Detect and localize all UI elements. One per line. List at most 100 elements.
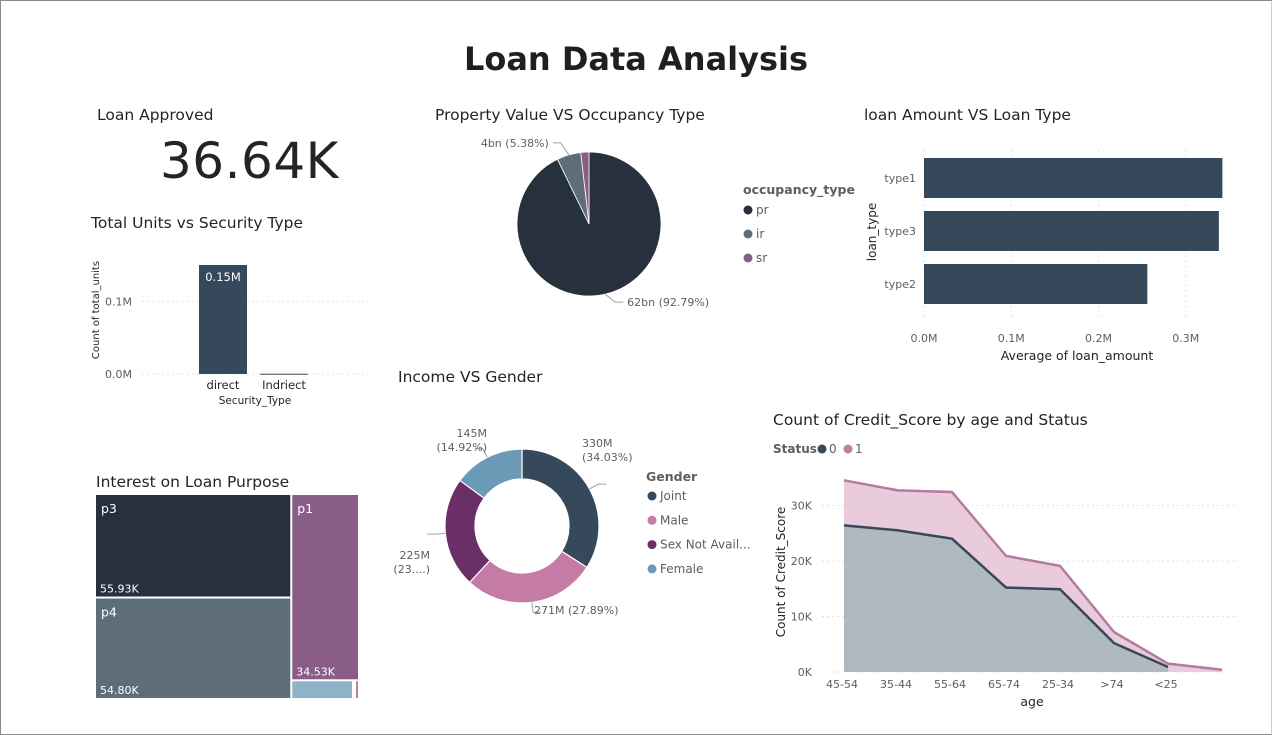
donut-data-label: 225M — [400, 549, 431, 562]
area-status-0 — [844, 525, 1168, 672]
y-tick-label: 20K — [791, 555, 813, 568]
x-tick-label: <25 — [1154, 678, 1177, 691]
treemap-tile-name: p1 — [297, 501, 313, 516]
series-line-1 — [843, 479, 1223, 672]
legend-marker — [647, 564, 657, 574]
x-tick-label: 55-64 — [934, 678, 966, 691]
page-title: Loan Data Analysis — [463, 40, 809, 78]
y-axis-title: Count of total_units — [91, 261, 102, 359]
treemap-tile-name: p4 — [101, 605, 117, 620]
y-tick-label: type1 — [884, 172, 916, 185]
y-tick-label: type2 — [884, 278, 916, 291]
leader-line — [427, 532, 446, 535]
treemap-tile-value: 54.80K — [100, 684, 139, 697]
occupancy-pie-chart: 62bn (92.79%) 4bn (5.38%) occupancy_typepr… — [481, 137, 855, 309]
x-tick-label: direct — [207, 378, 240, 392]
pie-data-label-pr: 62bn (92.79%) — [627, 296, 709, 309]
kpi-value: 36.64K — [160, 132, 339, 190]
legend-label: Male — [660, 513, 688, 527]
x-axis-title: Average of loan_amount — [1001, 348, 1154, 363]
treemap-tile — [356, 681, 358, 698]
treemap-tile — [292, 681, 353, 698]
y-tick-label: 0.0M — [105, 368, 132, 381]
legend-title: Gender — [646, 469, 698, 484]
gender-donut-chart: 330M(34.03%) 271M (27.89%) 225M(23....) 145… — [393, 427, 751, 617]
legend-label-pr: pr — [756, 203, 769, 217]
x-tick-label: Indriect — [262, 378, 306, 392]
legend-title: occupancy_type — [743, 182, 855, 198]
y-tick-label: 10K — [791, 610, 813, 623]
pie-data-label-ir: 4bn (5.38%) — [481, 137, 549, 150]
legend-marker — [647, 540, 657, 550]
donut-slice — [521, 448, 600, 569]
legend-marker-1 — [843, 444, 853, 454]
treemap-tile-value: 55.93K — [100, 583, 139, 596]
legend-label-sr: sr — [756, 251, 767, 265]
y-tick-label: 0K — [798, 666, 813, 679]
credit-area-chart: 0K 10K 20K 30K 45-54 35-44 55-64 65-74 25-34 >74 <… — [773, 442, 1238, 709]
treemap-tile-name: p3 — [101, 501, 117, 516]
leader-line — [604, 293, 624, 303]
treemap-chart: p3 55.93K p4 54.80K p1 34.53K — [96, 495, 358, 698]
donut-data-label: (23....) — [393, 563, 430, 576]
legend-marker-pr — [743, 205, 753, 215]
y-tick-label: type3 — [884, 225, 916, 238]
x-tick-label: 0.0M — [911, 332, 938, 345]
security-chart-title: Total Units vs Security Type — [91, 214, 304, 232]
donut-data-label: (34.03%) — [582, 451, 633, 464]
legend-label-0: 0 — [829, 442, 837, 456]
y-tick-label: 30K — [791, 499, 813, 512]
treemap-chart-title: Interest on Loan Purpose — [96, 473, 290, 491]
kpi-title: Loan Approved — [97, 106, 214, 124]
x-tick-label: 25-34 — [1042, 678, 1074, 691]
bar-type3 — [924, 211, 1219, 251]
gender-chart-title: Income VS Gender — [398, 368, 543, 386]
legend-label: Female — [660, 562, 703, 576]
legend-marker-sr — [743, 253, 753, 263]
x-axis-title: Security_Type — [219, 395, 292, 407]
legend-title: Status — [773, 442, 817, 456]
donut-data-label: 145M — [457, 427, 488, 440]
credit-chart-title: Count of Credit_Score by age and Status — [773, 411, 1088, 429]
legend-marker-0 — [817, 444, 827, 454]
legend-marker — [647, 491, 657, 501]
x-tick-label: 0.3M — [1172, 332, 1199, 345]
occupancy-chart-title: Property Value VS Occupancy Type — [435, 106, 705, 124]
data-label: 0.15M — [205, 270, 241, 284]
x-tick-label: 0.2M — [1085, 332, 1112, 345]
bar-type2 — [924, 264, 1148, 304]
donut-data-label: 271M (27.89%) — [534, 604, 619, 617]
bar-direct — [199, 265, 247, 374]
x-tick-label: 65-74 — [988, 678, 1020, 691]
x-tick-label: 0.1M — [998, 332, 1025, 345]
legend-marker — [647, 515, 657, 525]
donut-data-label: (14.92%) — [436, 441, 487, 454]
leader-line — [552, 142, 570, 156]
series-line-0 — [843, 524, 1169, 669]
y-axis-title: loan_type — [865, 203, 879, 261]
leader-line — [589, 483, 607, 490]
loantype-chart-title: loan Amount VS Loan Type — [864, 106, 1071, 124]
donut-slice — [459, 448, 523, 500]
loantype-bar-chart: 0.0M 0.1M 0.2M 0.3M type1 type3 type2 Average o… — [865, 150, 1223, 363]
x-tick-label: >74 — [1100, 678, 1123, 691]
treemap-tile — [292, 495, 358, 680]
y-tick-label: 0.1M — [105, 295, 132, 308]
leader-line — [531, 602, 542, 613]
legend-label: Sex Not Avail... — [660, 538, 751, 552]
legend-marker-ir — [743, 229, 753, 239]
legend-label-1: 1 — [855, 442, 863, 456]
treemap-tile-value: 34.53K — [296, 665, 335, 678]
pie-slice-sr — [580, 151, 590, 225]
treemap-tile — [96, 495, 291, 597]
bar-type1 — [924, 158, 1223, 198]
legend-label-ir: ir — [756, 227, 764, 241]
treemap-tile — [96, 598, 291, 698]
y-axis-title: Count of Credit_Score — [774, 507, 788, 638]
x-tick-label: 35-44 — [880, 678, 912, 691]
leader-line — [474, 447, 488, 458]
donut-data-label: 330M — [582, 437, 613, 450]
x-tick-label: 45-54 — [826, 678, 858, 691]
bar-indriect — [260, 373, 308, 375]
security-bar-chart: 0.0M 0.1M direct 0.15M Indriect Security_Type… — [91, 261, 370, 407]
